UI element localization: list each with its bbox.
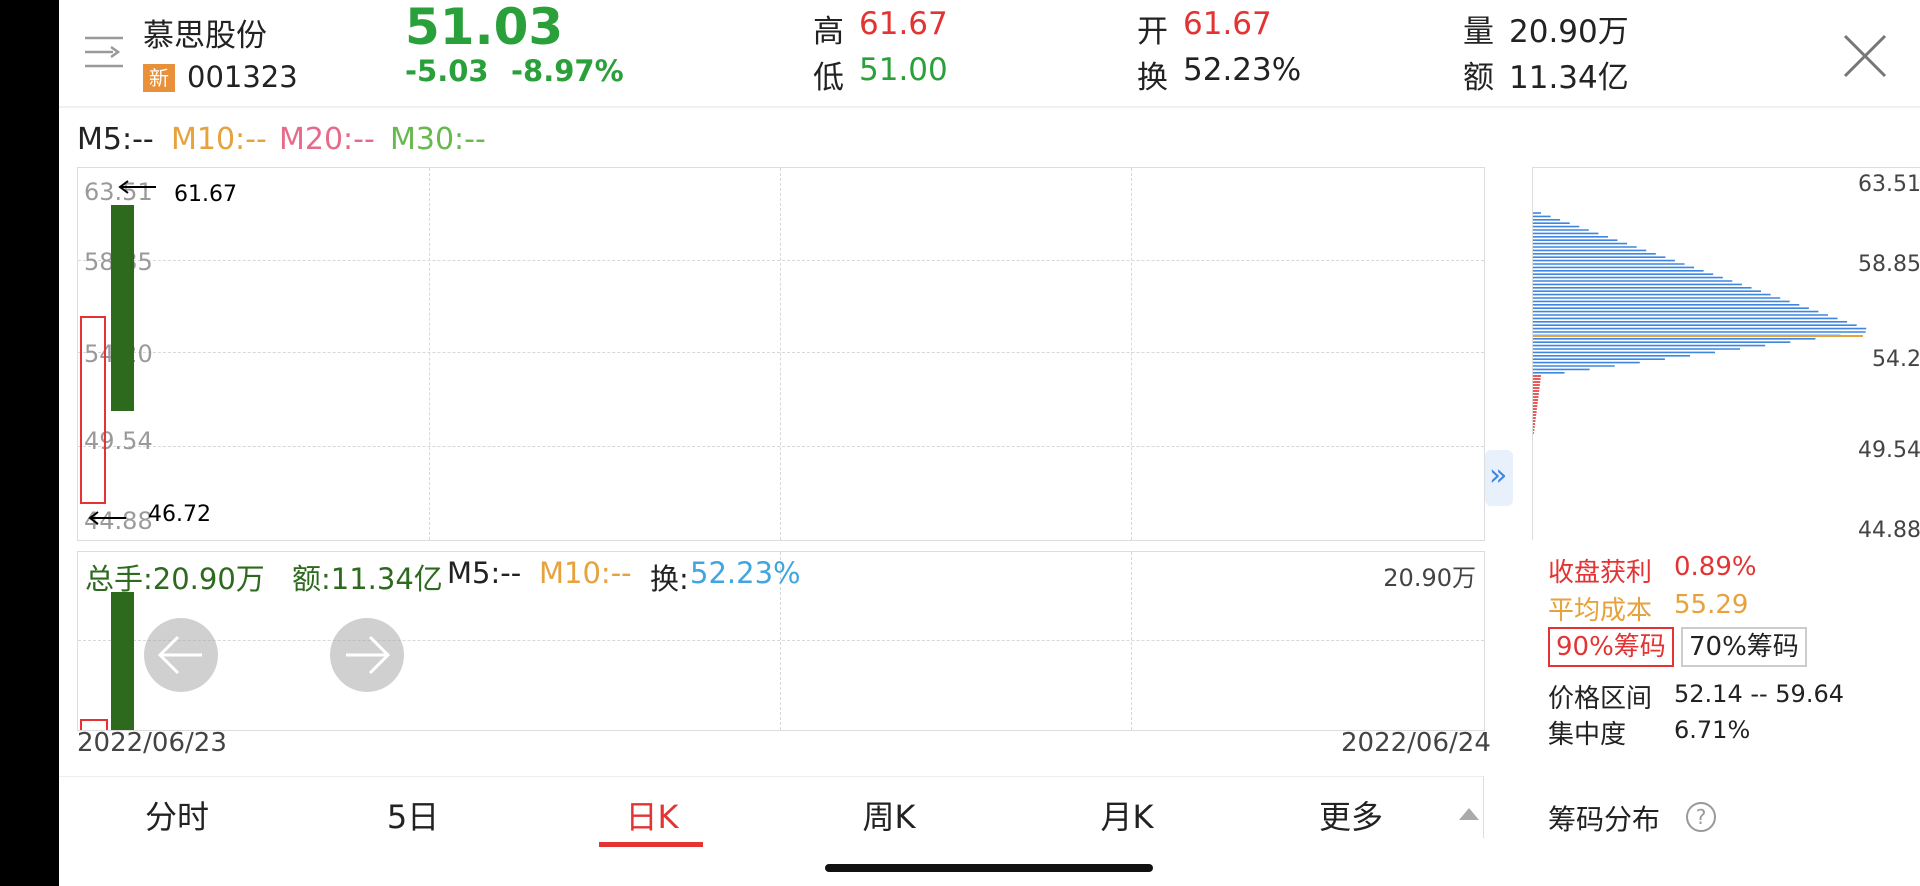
menu-icon[interactable] [85,34,123,70]
close-icon[interactable] [1843,34,1887,78]
tab-5day[interactable]: 5日 [386,798,440,836]
chip-bars [1533,212,1867,434]
tab-more[interactable]: 更多 [1318,798,1383,836]
arrow-left-icon [118,179,158,194]
high-value: 61.67 [859,6,948,42]
high-price-marker: 61.67 [174,182,237,207]
header-divider [59,106,1920,108]
volume-value: 20.90万 [1509,14,1629,50]
price-change-pct: -8.97% [511,54,624,88]
arrow-right-icon [346,635,391,675]
stock-code: 001323 [187,60,298,94]
amount-label: 额 [1463,60,1494,96]
chip-y-label: 44.88 [1858,518,1920,543]
active-tab-underline [599,842,703,847]
avg-cost-value: 55.29 [1674,590,1749,620]
turnover-label: 换 [1137,60,1168,96]
arrow-left-icon [157,635,202,675]
tab-daily-k[interactable]: 日K [625,798,679,836]
period-tab-bar [59,776,1483,777]
volume-turnover-value: 52.23% [690,556,801,590]
ma10-legend: M10:-- [171,122,267,157]
caret-up-icon[interactable] [1459,805,1479,820]
tab-monthly-k[interactable]: 月K [1100,798,1154,836]
home-indicator[interactable] [825,864,1153,872]
low-price-marker: 46.72 [148,502,211,527]
total-volume-label: 总手:20.90万 [85,562,265,596]
scroll-right-button[interactable] [330,618,404,692]
chip-70-button[interactable]: 70%筹码 [1681,627,1807,667]
price-change: -5.03 [405,54,489,88]
arrow-left-icon [88,510,128,525]
volume-m10-label: M10:-- [539,556,632,590]
chip-y-label: 58.85 [1858,252,1920,277]
volume-selection-box [80,719,108,730]
chip-90-button[interactable]: 90%筹码 [1548,627,1674,667]
volume-bar [111,592,134,730]
low-label: 低 [813,60,844,96]
chip-y-label: 49.54 [1858,438,1920,463]
stock-detail-screen: 慕思股份 新 001323 51.03 -5.03 -8.97% 高 61.67… [59,0,1920,886]
price-range-label: 价格区间 [1548,684,1653,714]
volume-label: 量 [1463,14,1494,50]
tab-bar-divider [1483,776,1484,838]
turnover-value: 52.23% [1183,52,1302,88]
kline-y-label: 49.54 [84,427,153,455]
chip-y-label: 54.2 [1872,347,1920,372]
ma5-legend: M5:-- [77,122,154,157]
scroll-left-button[interactable] [144,618,218,692]
tab-intraday[interactable]: 分时 [144,798,209,836]
stock-name: 慕思股份 [143,18,267,54]
candle-selection-box [80,316,106,504]
tab-weekly-k[interactable]: 周K [862,798,916,836]
price-range-value: 52.14 -- 59.64 [1674,680,1844,708]
ma30-legend: M30:-- [390,122,486,157]
ma20-legend: M20:-- [279,122,375,157]
kline-candle[interactable] [111,205,134,411]
chip-y-label: 63.51 [1858,172,1920,197]
volume-m5-label: M5:-- [447,556,522,590]
date-end: 2022/06/24 [1341,728,1491,758]
current-price: 51.03 [405,0,564,56]
volume-turnover-key: 换: [650,562,689,596]
volume-chart[interactable]: 总手:20.90万 额:11.34亿 M5:-- M10:-- 换: 52.23… [77,551,1485,731]
help-icon[interactable]: ? [1686,802,1716,832]
volume-amount-label: 额:11.34亿 [292,562,443,596]
concentration-value: 6.71% [1674,716,1751,744]
concentration-label: 集中度 [1548,720,1627,750]
profit-value: 0.89% [1674,552,1757,582]
low-value: 51.00 [859,52,948,88]
amount-value: 11.34亿 [1509,60,1629,96]
kline-chart[interactable]: 63.51 58.85 54.20 49.54 44.88 61.67 46.7… [77,167,1485,541]
chip-distribution-chart[interactable]: 63.51 58.85 54.2 49.54 44.88 [1532,167,1920,543]
double-chevron-right-icon: » [1489,458,1508,493]
open-label: 开 [1137,14,1168,50]
chip-distribution-title: 筹码分布 [1548,803,1661,836]
open-value: 61.67 [1183,6,1272,42]
high-label: 高 [813,14,844,50]
avg-cost-label: 平均成本 [1548,596,1653,626]
volume-max-label: 20.90万 [1383,564,1476,592]
new-badge: 新 [143,64,175,92]
kline-y-label: 63.51 [84,178,153,206]
profit-label: 收盘获利 [1548,558,1653,588]
expand-panel-button[interactable]: » [1485,450,1513,506]
date-start: 2022/06/23 [77,728,227,758]
